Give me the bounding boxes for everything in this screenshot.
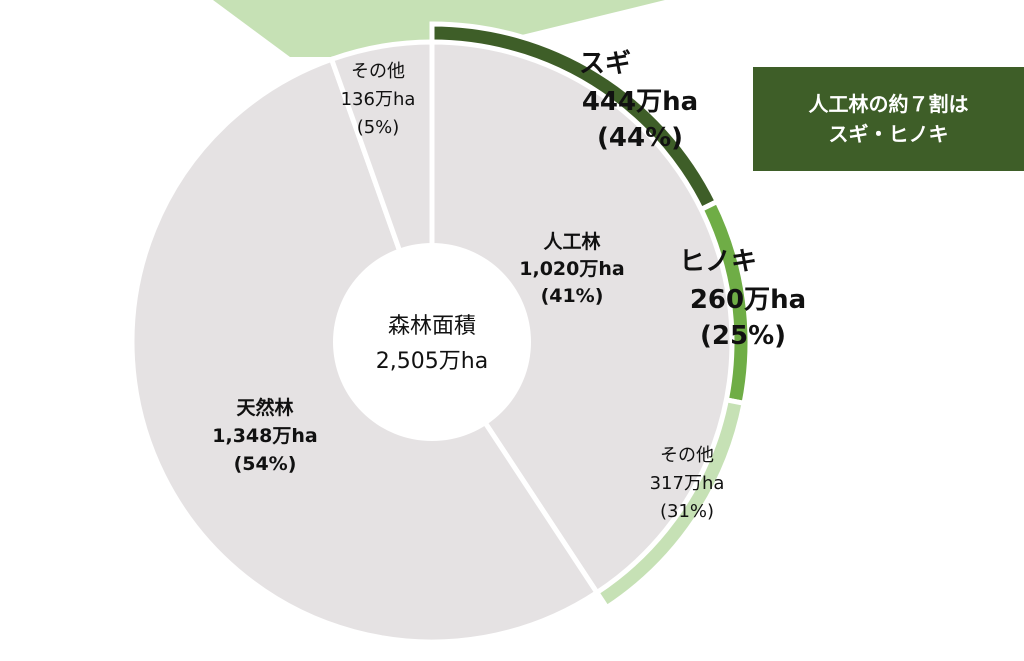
outer-label-hinoki-value: 260万ha xyxy=(690,285,806,315)
center-hole xyxy=(333,243,531,441)
outer-label-other-pct: (31%) xyxy=(660,501,714,522)
inner-label-other-value: 136万ha xyxy=(341,89,416,110)
inner-label-other-pct: (5%) xyxy=(357,117,400,138)
center-total: 2,505万ha xyxy=(376,349,488,374)
outer-label-hinoki-pct: (25%) xyxy=(700,321,786,351)
callout-box: 人工林の約７割は スギ・ヒノキ xyxy=(753,67,1024,171)
outer-label-other-name: その他 xyxy=(660,445,714,466)
inner-label-planted-name: 人工林 xyxy=(543,230,600,253)
outer-label-sugi-pct: (44%) xyxy=(597,123,683,153)
inner-label-natural-pct: (54%) xyxy=(234,453,297,475)
inner-label-planted-pct: (41%) xyxy=(541,285,604,307)
center-title: 森林面積 xyxy=(388,314,476,339)
callout-line-1: 人工林の約７割は xyxy=(808,92,969,116)
outer-label-other-value: 317万ha xyxy=(650,473,725,494)
inner-label-natural-value: 1,348万ha xyxy=(212,425,317,447)
outer-label-sugi-value: 444万ha xyxy=(582,87,698,117)
inner-label-planted-value: 1,020万ha xyxy=(519,258,624,280)
inner-label-other-name: その他 xyxy=(351,61,405,82)
outer-label-sugi-name: スギ xyxy=(579,49,631,79)
callout-line-2: スギ・ヒノキ xyxy=(828,122,949,146)
outer-label-hinoki-name: ヒノキ xyxy=(679,247,757,277)
inner-label-natural-name: 天然林 xyxy=(236,396,293,419)
